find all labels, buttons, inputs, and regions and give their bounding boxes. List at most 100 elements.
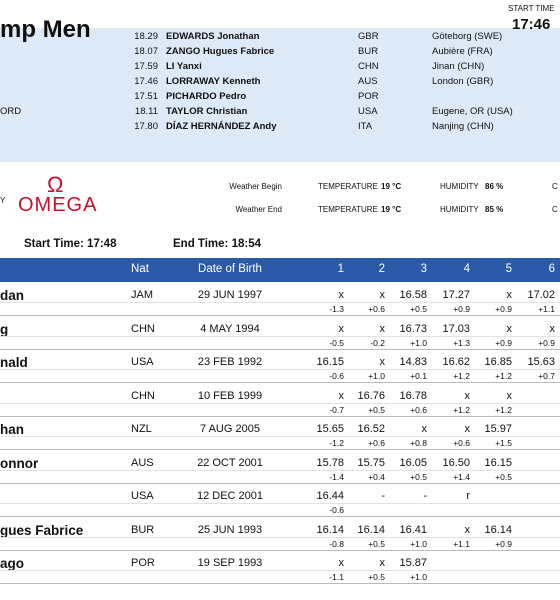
attempt-wind: +1.2 [495,371,512,381]
attempt-wind: +0.6 [453,438,470,448]
attempt-mark: 16.62 [442,356,470,368]
record-nat: POR [358,91,379,102]
record-venue: Göteborg (SWE) [432,31,503,42]
start-time: 17:46 [512,16,551,33]
attempt-mark: 16.85 [484,356,512,368]
attempt-mark: 16.14 [357,523,385,536]
row-rule [0,335,560,337]
attempt-mark: x [464,423,471,435]
attempt-wind: +1.0 [368,371,385,381]
attempt-mark: 16.52 [357,423,385,435]
row-rule [0,583,560,584]
attempt-mark: 16.41 [399,523,427,536]
record-mark: 17.51 [134,91,158,102]
row-rule [0,516,560,517]
temperature: 19 °C [381,182,402,191]
attempt-mark: 16.78 [399,389,427,402]
attempt-mark: 16.50 [442,456,470,469]
attempt-mark: x [338,557,345,569]
attempt-mark: x [379,557,386,569]
attempt-mark: x [464,523,471,536]
temperature: 19 °C [381,205,402,214]
row-rule [0,315,560,316]
attempt-wind: +0.4 [368,471,385,482]
attempt-wind: +0.5 [368,538,385,549]
athlete-name: g [0,321,9,337]
athlete-dob: 7 AUG 2005 [200,423,260,435]
attempt-wind: +1.2 [495,404,512,415]
record-name: TAYLOR Christian [166,106,248,117]
temperature-label: TEMPERATURE [318,182,378,191]
athlete-name: onnor [0,455,39,471]
athlete-dob: 4 MAY 1994 [200,322,260,335]
record-mark: 18.11 [134,106,158,117]
row-rule [0,415,560,417]
row-rule [0,348,560,350]
attempt-mark: 17.27 [442,289,470,301]
attempt-wind: +1.1 [538,304,555,314]
record-name: EDWARDS Jonathan [166,31,260,42]
attempt-mark: 17.02 [527,289,555,301]
column-header: Nat [131,263,149,275]
athlete-nat: USA [131,356,154,368]
row-rule [0,536,560,538]
attempt-mark: x [338,322,345,335]
athlete-nat: CHN [131,389,155,402]
weather-extra: C [552,182,558,191]
attempt-wind: -0.2 [370,337,385,348]
row-rule [0,482,560,484]
column-header: 3 [420,263,427,275]
attempt-mark: x [506,389,513,402]
attempt-wind: +0.5 [495,471,512,482]
title: mp Men [0,16,91,43]
column-header: 4 [463,263,470,275]
row-rule [0,436,560,437]
attempt-mark: 15.87 [399,557,427,569]
attempt-wind: +0.6 [368,438,385,448]
row-rule [0,402,560,404]
start-time-label: START TIME [508,4,555,13]
omega-symbol: Ω [47,172,64,197]
weather-extra: C [552,205,558,214]
athlete-nat: AUS [131,456,154,469]
attempt-wind: -0.5 [329,337,344,348]
attempt-wind: +0.5 [410,471,427,482]
athlete-nat: NZL [131,423,152,435]
temperature-label: TEMPERATURE [318,205,378,214]
attempt-wind: +1.2 [453,371,470,381]
row-rule [0,503,560,504]
attempt-wind: +1.0 [410,538,427,549]
row-rule [0,469,560,471]
attempt-mark: 16.44 [316,490,344,502]
attempt-mark: 14.83 [399,356,427,368]
attempt-mark: x [464,389,471,402]
record-venue: Nanjing (CHN) [432,121,494,132]
athlete-nat: POR [131,557,155,569]
row-rule [0,369,560,370]
record-venue: Aubière (FRA) [432,46,493,57]
row-rule [0,570,560,571]
attempt-wind: +0.8 [410,438,427,448]
record-nat: USA [358,106,378,117]
attempt-mark: 15.63 [527,356,555,368]
attempt-mark: 15.75 [357,456,385,469]
attempt-wind: -1.4 [329,471,344,482]
attempt-wind: +0.9 [538,337,555,348]
attempt-wind: -0.7 [329,404,344,415]
row-rule [0,382,560,383]
athlete-name: ago [0,556,25,571]
attempt-wind: +0.6 [368,304,385,314]
record-name: ZANGO Hugues Fabrice [166,46,275,57]
attempt-mark: x [379,322,386,335]
attempt-mark: - [381,490,385,502]
record-nat: CHN [358,61,379,72]
attempt-wind: +0.9 [495,304,512,314]
column-header: 5 [505,263,512,275]
humidity: 86 % [485,182,504,191]
attempt-mark: 16.58 [399,289,427,301]
athlete-name: dan [0,288,25,303]
attempt-wind: +0.1 [410,371,427,381]
attempt-wind: -1.3 [329,304,344,314]
record-name: PICHARDO Pedro [166,91,247,102]
column-header: 6 [548,263,555,275]
